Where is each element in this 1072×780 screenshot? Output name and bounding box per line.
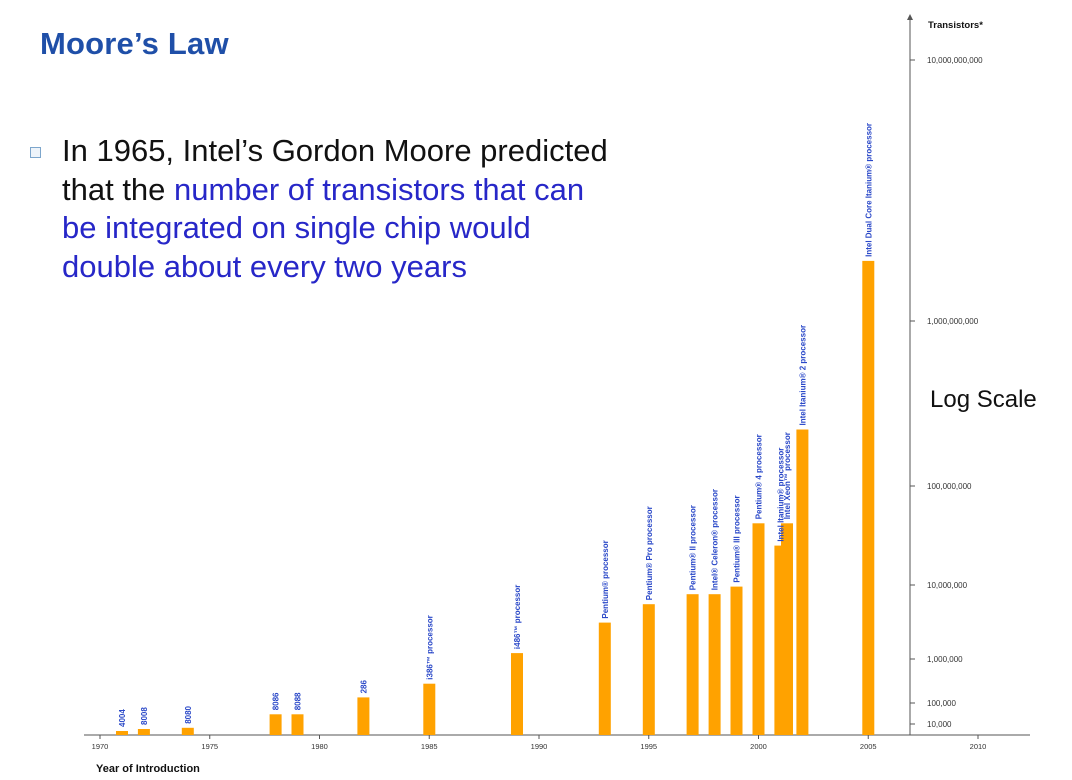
bar-7 — [511, 653, 523, 735]
bar-8 — [598, 622, 611, 735]
bar-2 — [181, 727, 194, 735]
bar-label-2: 8080 — [184, 705, 193, 723]
bar-10 — [686, 594, 699, 735]
bar-label-17: Intel Dual Core Itanium® processor — [864, 123, 873, 257]
bar-label-10: Pentium® II processor — [689, 505, 698, 590]
bar-9 — [642, 604, 655, 735]
bar-15 — [781, 523, 793, 735]
x-tick-label-7: 2005 — [860, 742, 877, 751]
bar-5 — [357, 697, 370, 735]
x-tick-label-8: 2010 — [970, 742, 987, 751]
x-tick-label-1: 1975 — [201, 742, 218, 751]
chart-y-ticks: 10,000 100,000 1,000,000 10,000,000 100,000,… — [910, 56, 983, 729]
bullet-plain-text: In 1965, Intel’s Gordon Moore predicted … — [62, 133, 608, 207]
bar-label-3: 8086 — [272, 692, 281, 710]
x-tick-label-3: 1985 — [421, 742, 438, 751]
bar-6 — [423, 683, 436, 735]
bar-11 — [708, 594, 721, 735]
y-tick-label-0: 10,000 — [927, 720, 952, 729]
bar-label-5: 286 — [359, 680, 368, 694]
x-tick-label-5: 1995 — [640, 742, 657, 751]
x-tick-label-0: 1970 — [92, 742, 109, 751]
bar-label-0: 4004 — [118, 709, 127, 727]
bar-label-15: Intel Xeon™ processor — [783, 432, 792, 519]
y-axis-arrow-icon — [907, 14, 913, 20]
bar-4 — [291, 714, 304, 735]
bar-label-1: 8008 — [140, 707, 149, 725]
bar-12 — [730, 586, 743, 735]
slide-title: Moore’s Law — [40, 26, 229, 61]
bullet-highlight-text: number of transistors that can be integr… — [62, 171, 585, 284]
bar-label-4: 8088 — [294, 692, 303, 710]
y-tick-label-4: 100,000,000 — [927, 482, 972, 491]
bar-label-16: Intel Itanium® 2 processor — [798, 325, 807, 426]
bar-label-14: Intel Itanium® processor — [776, 448, 785, 542]
bar-label-7: i486™ processor — [513, 585, 522, 649]
bar-label-13: Pentium® 4 processor — [755, 434, 764, 519]
bar-13 — [752, 523, 765, 735]
bar-label-11: Intel® Celeron® processor — [711, 489, 720, 590]
square-bullet-icon — [30, 147, 41, 158]
y-axis-title: Transistors* — [928, 20, 983, 31]
y-tick-label-5: 1,000,000,000 — [927, 317, 979, 326]
bar-16 — [796, 429, 809, 735]
x-tick-label-4: 1990 — [531, 742, 548, 751]
y-tick-label-2: 1,000,000 — [927, 655, 963, 664]
chart-bars — [116, 260, 875, 735]
y-tick-label-1: 100,000 — [927, 699, 956, 708]
x-tick-label-2: 1980 — [311, 742, 328, 751]
bar-0 — [116, 731, 128, 735]
bar-17 — [862, 260, 875, 735]
y-tick-label-6: 10,000,000,000 — [927, 56, 983, 65]
bar-label-12: Pentium® III processor — [733, 495, 742, 582]
chart-x-ticks: 1970 1975 1980 1985 1990 1995 2000 2005 2010 — [92, 735, 987, 751]
bar-label-6: i386™ processor — [425, 615, 434, 679]
bar-label-9: Pentium® Pro processor — [645, 506, 654, 600]
bar-label-8: Pentium® processor — [601, 540, 610, 618]
chart-axes — [84, 14, 1030, 736]
bullet-text: In 1965, Intel’s Gordon Moore predicted … — [62, 132, 622, 286]
x-tick-label-6: 2000 — [750, 742, 767, 751]
x-axis-title: Year of Introduction — [96, 763, 200, 775]
chart-bar-labels: 4004 8008 8080 8086 8088 286 i386™ processor i4… — [118, 123, 873, 727]
y-tick-label-3: 10,000,000 — [927, 581, 968, 590]
log-scale-annotation: Log Scale — [930, 386, 1037, 413]
bar-1 — [137, 729, 150, 735]
bar-3 — [269, 714, 282, 735]
